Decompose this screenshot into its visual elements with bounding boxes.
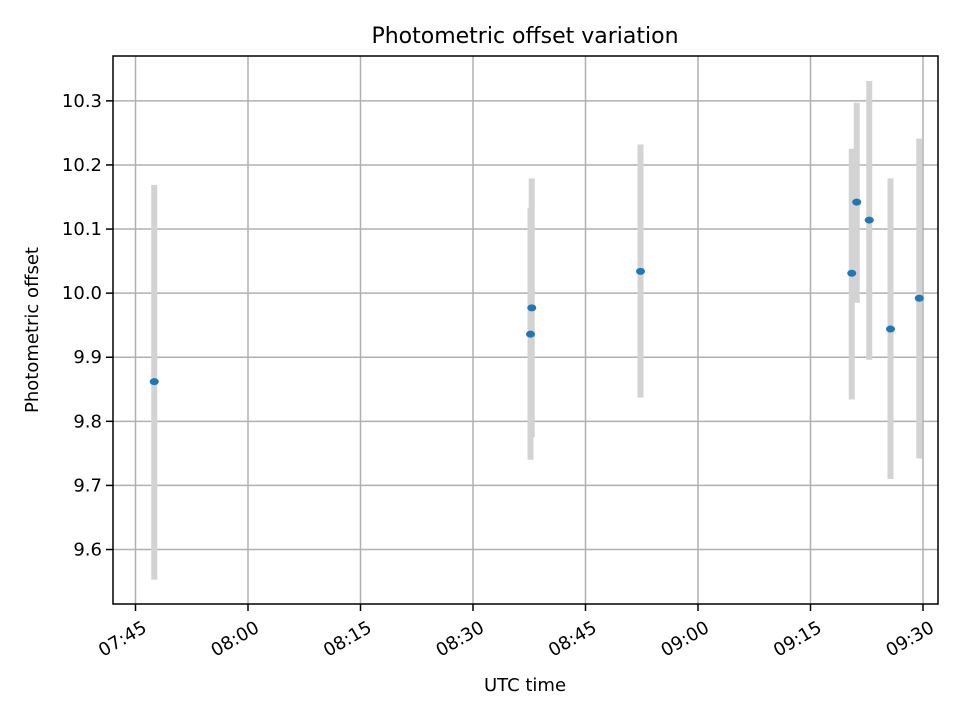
data-point [864, 216, 874, 224]
y-tick-label: 9.8 [73, 411, 102, 432]
data-point [149, 378, 159, 386]
data-points [149, 198, 924, 386]
y-tick-label: 9.9 [73, 347, 102, 368]
grid-lines [113, 56, 938, 604]
y-axis-ticks: 9.6 9.7 9.8 9.9 10.0 10.1 10.2 10.3 [62, 91, 113, 561]
y-axis-label: Photometric offset [22, 247, 43, 413]
data-point [914, 294, 924, 302]
data-point [527, 304, 537, 312]
y-tick-label: 9.6 [73, 540, 102, 561]
x-tick-label: 08:00 [207, 617, 262, 661]
x-tick-label: 09:15 [770, 617, 825, 661]
y-tick-label: 10.2 [62, 155, 102, 176]
x-tick-label: 08:30 [432, 617, 487, 661]
x-tick-label: 09:30 [882, 617, 937, 661]
x-axis-ticks: 07:45 08:00 08:15 08:30 08:45 09:00 09:15 09:30 [95, 604, 938, 661]
y-tick-label: 9.7 [73, 475, 102, 496]
data-point [847, 269, 857, 277]
plot-frame [112, 55, 939, 605]
data-point [852, 198, 862, 206]
error-bars [151, 80, 923, 580]
data-point [886, 325, 895, 333]
chart-title: Photometric offset variation [371, 24, 678, 49]
x-tick-label: 08:45 [545, 617, 600, 661]
data-point [636, 267, 645, 275]
y-tick-label: 10.1 [62, 219, 102, 240]
data-point [526, 330, 535, 338]
x-tick-label: 07:45 [95, 617, 150, 661]
y-tick-label: 10.0 [62, 283, 102, 304]
y-tick-label: 10.3 [62, 91, 102, 112]
x-tick-label: 08:15 [320, 617, 375, 661]
x-axis-label: UTC time [484, 675, 566, 696]
x-tick-label: 09:00 [657, 617, 712, 661]
